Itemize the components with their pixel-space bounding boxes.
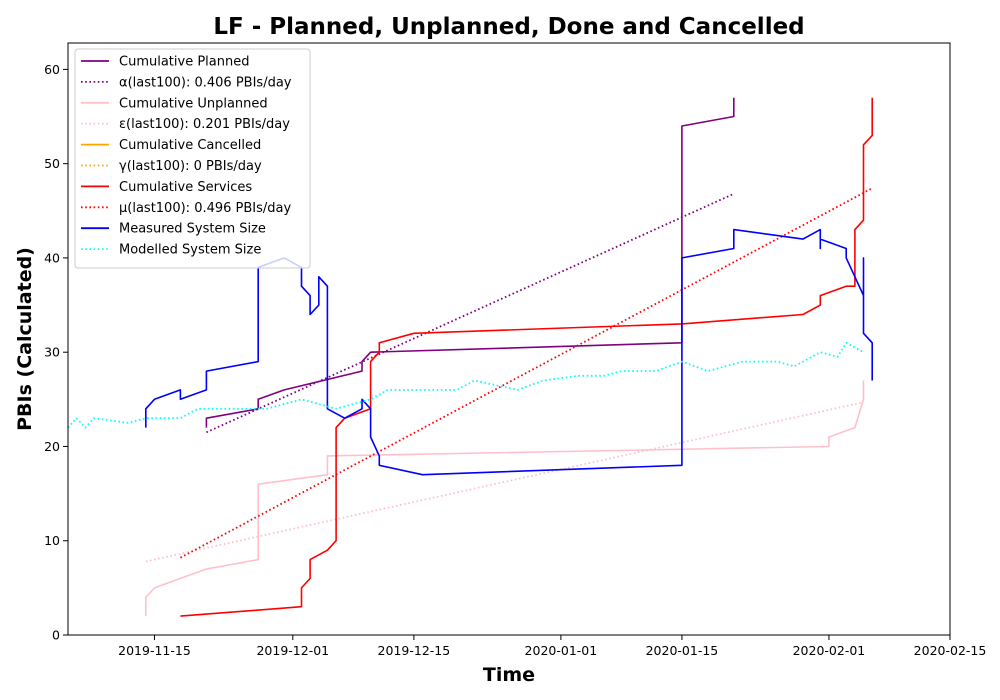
legend-label: Modelled System Size [119,243,261,258]
y-tick-label: 0 [52,628,60,643]
legend-label: μ(last100): 0.496 PBIs/day [119,201,291,216]
legend-label: Cumulative Unplanned [119,96,268,111]
series-line-last100-3 [145,401,864,563]
x-tick-label: 2020-02-15 [914,643,987,658]
y-axis-label: PBIs (Calculated) [14,247,36,431]
x-tick-label: 2020-01-01 [525,643,598,658]
series-line-cumulative-2 [145,380,865,617]
series-line-cumulative-0 [205,97,735,428]
y-tick-label: 30 [44,345,60,360]
y-tick-label: 20 [44,439,60,454]
x-tick-label: 2019-11-15 [118,643,191,658]
plot-frame [67,42,951,636]
x-tick-label: 2019-12-15 [378,643,451,658]
legend-label: Cumulative Cancelled [119,138,261,153]
legend-label: ε(last100): 0.201 PBIs/day [119,117,290,132]
legend-label: Cumulative Services [119,180,252,195]
x-axis-label: Time [483,664,535,686]
y-tick-label: 40 [44,250,60,265]
legend-label: Cumulative Planned [119,55,249,70]
plot-area [68,97,874,617]
legend-label: Measured System Size [119,222,266,237]
series-line-modelled-9 [68,341,864,429]
y-tick-label: 10 [44,533,60,548]
y-tick-label: 50 [44,156,60,171]
legend: Cumulative Planned α(last100): 0.406 PBIs… [74,48,311,269]
legend-box [74,48,311,269]
series-line-last100-7 [179,187,873,559]
series-line-cumulative-6 [180,97,874,617]
x-tick-label: 2020-02-01 [793,643,866,658]
series-line-measured-8 [145,228,874,476]
y-axis: 0 10 20 30 40 50 60 [44,62,68,643]
y-tick-label: 60 [44,62,60,77]
x-axis: 2019-11-15 2019-12-01 2019-12-15 2020-01-01… [118,635,986,658]
chart-title: LF - Planned, Unplanned, Done and Cancel… [213,14,804,40]
x-tick-label: 2020-01-15 [646,643,719,658]
x-tick-label: 2019-12-01 [256,643,329,658]
legend-label: α(last100): 0.406 PBIs/day [119,75,292,90]
legend-label: γ(last100): 0 PBIs/day [119,159,262,174]
